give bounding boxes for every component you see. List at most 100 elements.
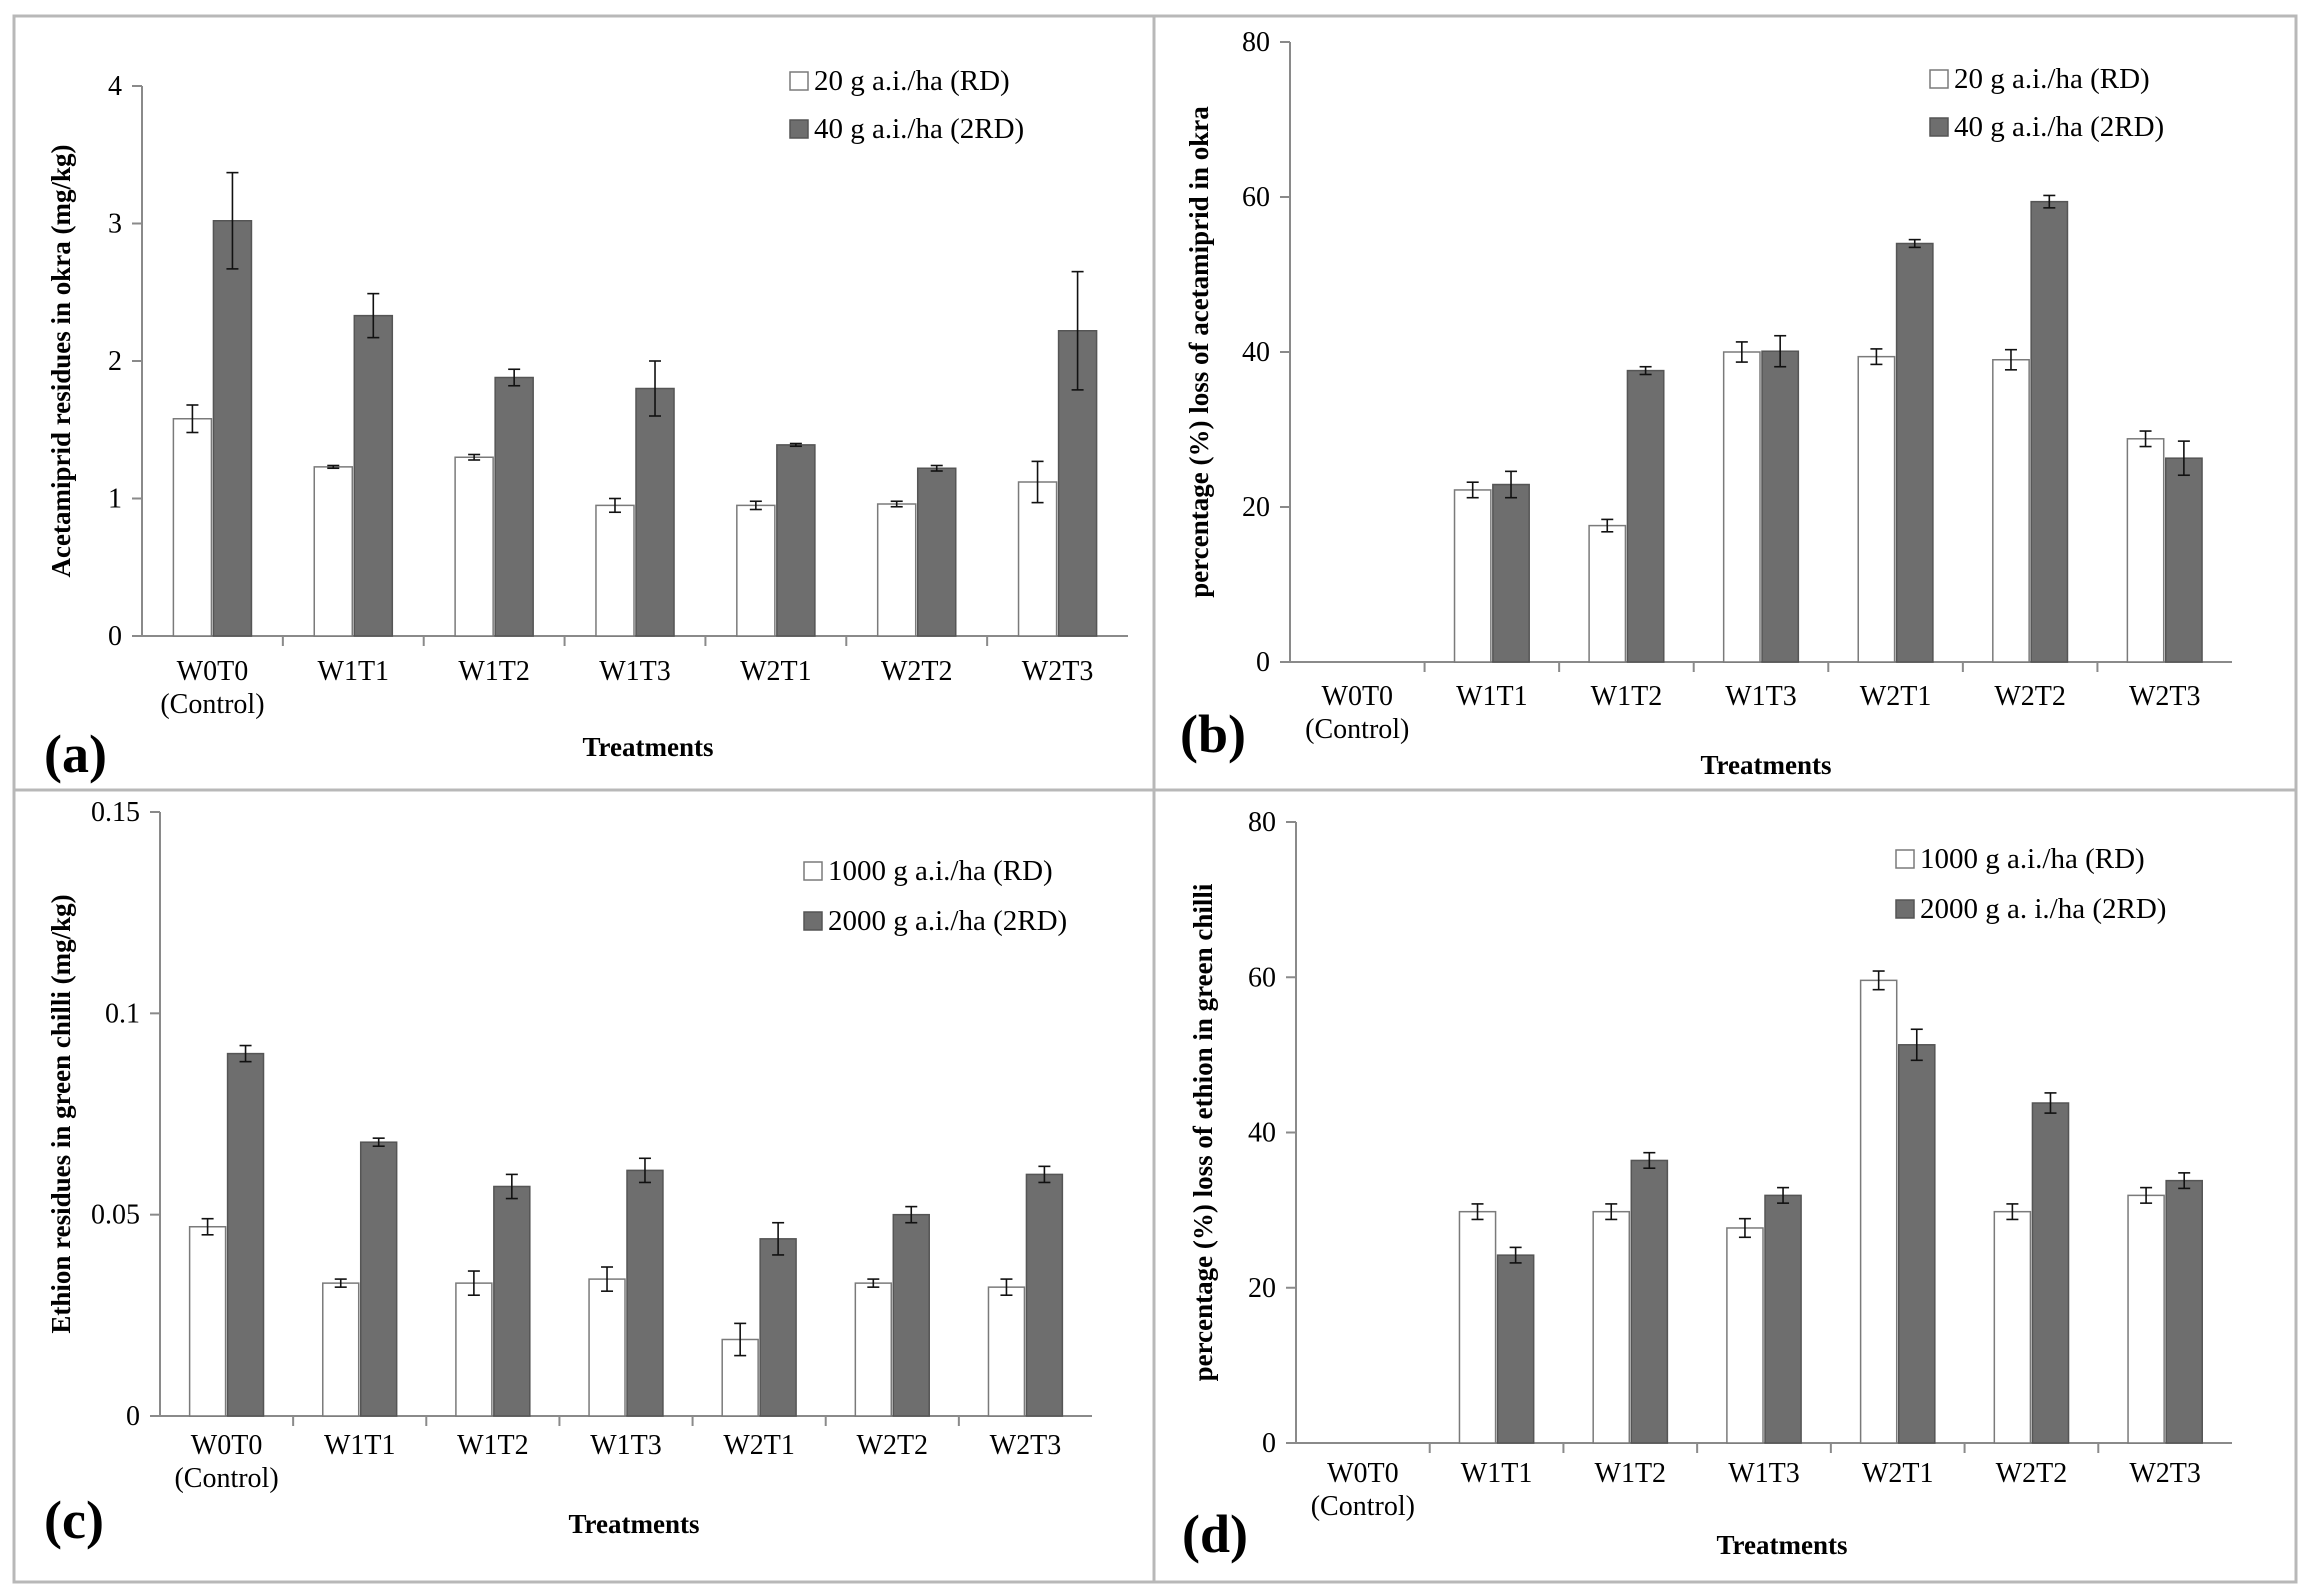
x-tick-label: W1T2 (458, 656, 530, 687)
error-bar (772, 1221, 785, 1256)
error-bar (468, 453, 481, 461)
bar-rd (1453, 489, 1492, 663)
legend-swatch-2rd (789, 119, 809, 139)
bar-2rd (1630, 1159, 1669, 1444)
chart-panel: 0 20 40 60 80 W0T0 (Control) W1T1 W1T2 W1T3 W2T1 W2… (1182, 807, 2232, 1564)
legend-label: 2000 g a. i./ha (2RD) (1920, 893, 2166, 925)
bar-rd (1588, 524, 1627, 663)
x-tick-label: W2T1 (1862, 1458, 1934, 1489)
bar-rd (595, 504, 635, 637)
y-tick-label: 0.15 (91, 797, 140, 828)
error-bar (1738, 1217, 1751, 1239)
x-tick-label: W0T0 (Control) (1311, 1458, 1415, 1522)
bar-rd (876, 503, 917, 637)
error-bar (608, 497, 621, 514)
y-tick-label: 3 (108, 209, 122, 240)
legend-swatch-rd (803, 861, 823, 881)
legend-label: 1000 g a.i./ha (RD) (828, 855, 1053, 887)
error-bar (1643, 1151, 1656, 1170)
error-bar (1466, 481, 1479, 499)
error-bar (1777, 1186, 1790, 1204)
error-bar (749, 500, 762, 511)
error-bar (789, 442, 802, 448)
bar-rd (1017, 481, 1058, 637)
bar-2rd (1496, 1254, 1535, 1444)
legend-swatch-2rd (1929, 117, 1949, 137)
x-tick-label: W1T3 (1728, 1458, 1800, 1489)
y-tick-label: 20 (1242, 492, 1270, 523)
legend-label: 40 g a.i./ha (2RD) (1954, 111, 2164, 143)
bar-rd (322, 1282, 360, 1417)
bar-2rd (892, 1213, 930, 1417)
error-bar (649, 360, 662, 417)
x-tick-label: W1T3 (1725, 681, 1797, 712)
bar-2rd (212, 220, 253, 637)
error-bar (508, 368, 521, 387)
panel-label: (d) (1182, 1504, 1248, 1564)
x-tick-label: W1T1 (1461, 1458, 1533, 1489)
legend: 20 g a.i./ha (RD) 40 g a.i./ha (2RD) (1929, 63, 2164, 143)
error-bar (334, 1278, 347, 1288)
legend: 1000 g a.i./ha (RD) 2000 g a. i./ha (2RD) (1895, 843, 2166, 925)
error-bar (2004, 348, 2017, 371)
bar-2rd (2030, 200, 2069, 663)
error-bar (1031, 460, 1044, 504)
y-tick-label: 1 (108, 484, 122, 515)
x-tick-label: W2T3 (2129, 681, 2201, 712)
x-axis-title: Treatments (1701, 750, 1832, 780)
error-bar (867, 1278, 880, 1288)
y-axis-title: Ethion residues in green chilli (mg/kg) (46, 894, 76, 1333)
legend-label: 20 g a.i./ha (RD) (1954, 63, 2150, 95)
x-tick-label: W1T1 (1456, 681, 1528, 712)
error-bar (186, 404, 199, 434)
x-tick-label: W2T2 (1994, 681, 2066, 712)
y-tick-label: 0.05 (91, 1200, 140, 1231)
panel-label: (c) (44, 1490, 104, 1550)
error-bar (1509, 1246, 1522, 1264)
error-bar (638, 1157, 651, 1184)
error-bar (1605, 1203, 1618, 1221)
error-bar (2044, 1092, 2057, 1114)
x-tick-label: W1T2 (1591, 681, 1663, 712)
bar-rd (1993, 1210, 2032, 1444)
y-axis-title: percentage (%) loss of acetamiprid in ok… (1184, 106, 1214, 598)
x-tick-label: W2T1 (723, 1430, 795, 1461)
error-bar (239, 1044, 252, 1063)
error-bar (2043, 194, 2056, 209)
chart-panel: 0 20 40 60 80 W0T0 (Control) W1T1 W1T2 W1T3 W2T1 W2… (1180, 27, 2232, 780)
x-axis-title: Treatments (569, 1509, 700, 1539)
x-tick-label: W1T1 (318, 656, 390, 687)
bar-rd (1458, 1210, 1497, 1444)
bar-2rd (494, 376, 534, 637)
x-axis-title: Treatments (583, 732, 714, 762)
error-bar (467, 1270, 480, 1296)
bar-rd (1722, 351, 1761, 663)
bar-2rd (2165, 1179, 2203, 1444)
error-bar (1000, 1278, 1013, 1296)
error-bar (2177, 440, 2190, 477)
error-bar (367, 292, 380, 339)
y-tick-label: 40 (1242, 337, 1270, 368)
bar-rd (1859, 979, 1898, 1444)
x-tick-label: W2T1 (1860, 681, 1932, 712)
error-bar (327, 464, 340, 470)
y-tick-label: 40 (1248, 1118, 1276, 1149)
bar-rd (1592, 1210, 1631, 1444)
y-tick-label: 0.1 (105, 998, 140, 1029)
bar-2rd (493, 1185, 531, 1417)
legend-label: 40 g a.i./ha (2RD) (814, 113, 1024, 145)
legend-swatch-rd (1895, 849, 1915, 869)
x-tick-label: W2T2 (881, 656, 953, 687)
x-tick-label: W0T0 (Control) (174, 1430, 278, 1494)
y-axis-title: percentage (%) loss of ethion in green c… (1188, 883, 1218, 1381)
error-bar (2139, 430, 2152, 448)
y-tick-label: 60 (1242, 182, 1270, 213)
bar-2rd (626, 1169, 664, 1417)
bar-rd (188, 1225, 227, 1417)
error-bar (930, 464, 943, 472)
x-tick-label: W2T2 (1996, 1458, 2068, 1489)
error-bar (1071, 270, 1084, 391)
panel-label: (a) (44, 724, 107, 784)
error-bar (226, 171, 239, 270)
bar-2rd (1895, 242, 1934, 663)
